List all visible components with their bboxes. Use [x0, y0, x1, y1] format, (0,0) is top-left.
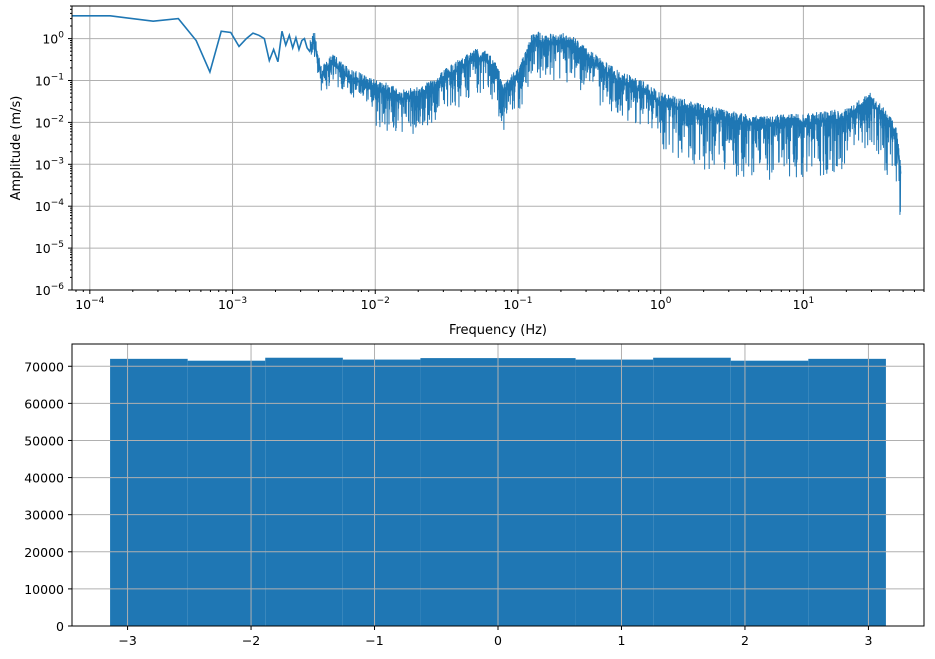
- tick-label-exponent: −5: [51, 240, 64, 250]
- tick-label-base: 10: [35, 115, 51, 130]
- histogram-y-tick-label: 0: [56, 619, 64, 634]
- histogram-y-tick-label: 60000: [24, 396, 64, 411]
- histogram-x-tick-label: 1: [618, 633, 626, 648]
- histogram-bar: [575, 359, 654, 626]
- spectrum-axes-frame: [71, 5, 925, 291]
- tick-label-exponent: −4: [51, 198, 65, 208]
- histogram-bar: [265, 357, 343, 626]
- histogram-x-tick-label: −2: [242, 633, 260, 648]
- tick-label-base: 10: [35, 241, 51, 256]
- histogram-y-tick-label: 70000: [24, 359, 64, 374]
- tick-label-exponent: −1: [51, 73, 64, 83]
- spectrum-y-tick-label: 10−4: [35, 198, 64, 214]
- spectrum-y-axis-label: Amplitude (m/s): [9, 96, 24, 201]
- histogram-bar: [730, 360, 809, 626]
- spectrum-x-tick-label: 10−1: [503, 296, 532, 312]
- spectrum-y-tick-label: 10−3: [35, 156, 64, 172]
- tick-label-exponent: 1: [808, 296, 814, 306]
- tick-label-base: 10: [35, 283, 51, 298]
- tick-label-base: 10: [35, 199, 51, 214]
- spectrum-x-tick-label: 100: [650, 296, 672, 312]
- spectrum-x-tick-label: 101: [793, 296, 815, 312]
- histogram-bar: [187, 360, 266, 626]
- tick-label-exponent: 0: [58, 31, 64, 41]
- tick-label-base: 10: [75, 297, 91, 312]
- histogram-bar: [653, 357, 731, 626]
- spectrum-panel: 10−4 10−3 10−2 10−1 100 101 10010−110−210−310…: [9, 5, 925, 338]
- tick-label-exponent: −3: [51, 156, 64, 166]
- histogram-bar: [420, 358, 498, 626]
- spectrum-x-tick-label: 10−3: [218, 296, 247, 312]
- tick-label-base: 10: [361, 297, 377, 312]
- histogram-x-tick-label: 2: [741, 633, 749, 648]
- histogram-y-tick-label: 20000: [24, 545, 64, 560]
- histogram-x-axis: −3 −2 −1 0 1 2 3: [118, 626, 872, 648]
- spectrum-y-tick-label: 10−2: [35, 114, 64, 130]
- tick-label-base: 10: [650, 297, 666, 312]
- histogram-bar: [110, 358, 188, 626]
- tick-label-exponent: −3: [234, 296, 247, 306]
- histogram-panel: −3 −2 −1 0 1 2 3 0 10000 20000 30000 40000 50000 600…: [24, 343, 925, 648]
- spectrum-y-tick-label: 10−5: [35, 240, 64, 256]
- histogram-y-tick-label: 10000: [24, 582, 64, 597]
- tick-label-base: 10: [218, 297, 234, 312]
- histogram-y-tick-label: 40000: [24, 471, 64, 486]
- spectrum-x-tick-label: 10−2: [361, 296, 390, 312]
- histogram-x-tick-label: 0: [494, 633, 502, 648]
- histogram-y-tick-label: 50000: [24, 433, 64, 448]
- tick-label-exponent: −4: [91, 296, 105, 306]
- histogram-bar: [808, 358, 886, 626]
- tick-label-exponent: −2: [51, 114, 64, 124]
- histogram-x-tick-label: −1: [365, 633, 383, 648]
- tick-label-exponent: 0: [666, 296, 672, 306]
- tick-label-base: 10: [503, 297, 519, 312]
- spectrum-y-tick-label: 10−1: [35, 73, 64, 89]
- tick-label-base: 10: [35, 74, 51, 89]
- spectrum-y-tick-label: 100: [42, 31, 64, 47]
- tick-label-exponent: −1: [519, 296, 532, 306]
- histogram-y-axis: 0 10000 20000 30000 40000 50000 60000 70000: [24, 359, 72, 634]
- spectrum-line: [72, 15, 902, 174]
- spectrum-x-tick-label: 10−4: [75, 296, 104, 312]
- tick-label-base: 10: [793, 297, 809, 312]
- histogram-bar: [342, 359, 421, 626]
- tick-label-exponent: −2: [377, 296, 390, 306]
- histogram-x-tick-label: −3: [118, 633, 136, 648]
- spectrum-y-tick-label: 10−6: [35, 282, 64, 298]
- histogram-x-tick-label: 3: [864, 633, 872, 648]
- histogram-bars: [110, 357, 886, 626]
- tick-label-base: 10: [35, 157, 51, 172]
- tick-label-base: 10: [42, 32, 58, 47]
- spectrum-x-axis-label: Frequency (Hz): [449, 323, 547, 338]
- spectrum-x-axis: 10−4 10−3 10−2 10−1 100 101: [75, 290, 925, 312]
- tick-label-exponent: −6: [51, 282, 65, 292]
- histogram-bar: [498, 358, 576, 626]
- spectrum-plot-area: [72, 15, 902, 215]
- histogram-y-tick-label: 30000: [24, 508, 64, 523]
